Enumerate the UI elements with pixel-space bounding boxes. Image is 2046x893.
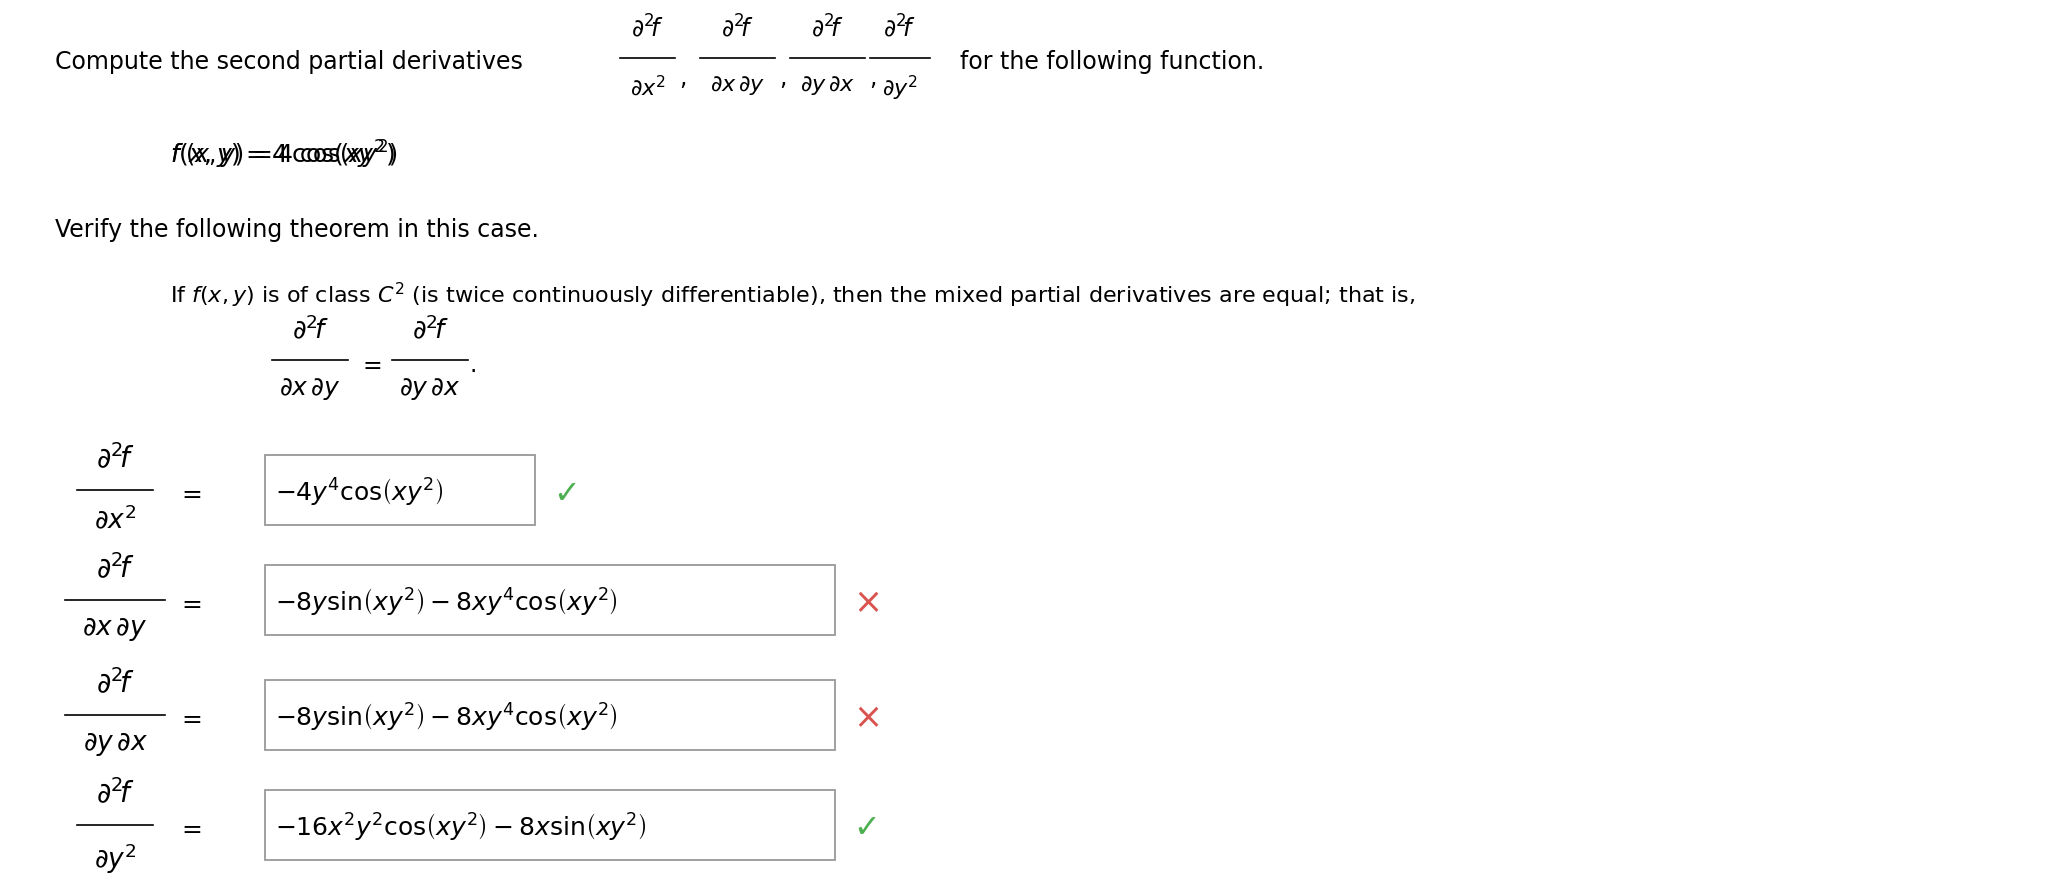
Text: $f(x, y) = 4\,\cos(xy^2)$: $f(x, y) = 4\,\cos(xy^2)$ <box>170 139 395 171</box>
Text: $\times$: $\times$ <box>853 585 880 619</box>
Text: $\partial y^2$: $\partial y^2$ <box>882 74 919 104</box>
Text: $=$: $=$ <box>178 591 203 615</box>
Text: $\partial^2\!f$: $\partial^2\!f$ <box>884 15 917 42</box>
Text: $\partial y\,\partial x$: $\partial y\,\partial x$ <box>399 376 460 402</box>
FancyBboxPatch shape <box>266 680 835 750</box>
Text: $\partial x^2$: $\partial x^2$ <box>630 74 665 99</box>
Text: Compute the second partial derivatives: Compute the second partial derivatives <box>55 50 524 74</box>
Text: $\partial^2\!f$: $\partial^2\!f$ <box>96 444 135 474</box>
Text: $\partial^2\!f$: $\partial^2\!f$ <box>630 15 665 42</box>
Text: $\partial x^2$: $\partial x^2$ <box>94 506 137 535</box>
Text: $=$: $=$ <box>358 352 383 376</box>
Text: $\partial^2\!f$: $\partial^2\!f$ <box>96 779 135 809</box>
Text: $f$: $f$ <box>170 143 184 167</box>
Text: $\partial y\,\partial x$: $\partial y\,\partial x$ <box>82 731 147 758</box>
Text: $\partial x\,\partial y$: $\partial x\,\partial y$ <box>710 74 765 97</box>
Text: If $f(x, y)$ is of class $C^2$ (is twice continuously differentiable), then the : If $f(x, y)$ is of class $C^2$ (is twice… <box>170 280 1416 310</box>
Text: $\partial^2\!f$: $\partial^2\!f$ <box>810 15 845 42</box>
Text: ,: , <box>870 66 876 90</box>
Text: $(x, y)$: $(x, y)$ <box>184 141 243 169</box>
Text: $\checkmark$: $\checkmark$ <box>853 812 876 842</box>
Text: $\partial^2\!f$: $\partial^2\!f$ <box>720 15 755 42</box>
Text: ,: , <box>780 66 786 90</box>
Text: $-4y^4\cos\!\left(xy^2\right)$: $-4y^4\cos\!\left(xy^2\right)$ <box>274 477 444 509</box>
Text: ,: , <box>679 66 685 90</box>
Text: $=$: $=$ <box>178 481 203 505</box>
Text: $= 4\ \cos(xy^2)$: $= 4\ \cos(xy^2)$ <box>248 139 399 171</box>
Text: $\partial x\,\partial y$: $\partial x\,\partial y$ <box>278 376 342 402</box>
Text: $=$: $=$ <box>178 706 203 730</box>
Text: $-16x^2y^2\cos\!\left(xy^2\right) - 8x\sin\!\left(xy^2\right)$: $-16x^2y^2\cos\!\left(xy^2\right) - 8x\s… <box>274 812 647 844</box>
Text: $\partial x\,\partial y$: $\partial x\,\partial y$ <box>82 616 147 643</box>
Text: $\partial y\,\partial x$: $\partial y\,\partial x$ <box>800 74 855 97</box>
Text: .: . <box>471 353 477 377</box>
Text: $-8y\sin\!\left(xy^2\right) - 8xy^4\cos\!\left(xy^2\right)$: $-8y\sin\!\left(xy^2\right) - 8xy^4\cos\… <box>274 702 618 734</box>
Text: for the following function.: for the following function. <box>960 50 1264 74</box>
Text: $\partial^2\!f$: $\partial^2\!f$ <box>411 315 448 344</box>
Text: Verify the following theorem in this case.: Verify the following theorem in this cas… <box>55 218 538 242</box>
Text: $\times$: $\times$ <box>853 700 880 734</box>
Text: $\partial y^2$: $\partial y^2$ <box>94 841 137 875</box>
Text: $\partial^2\!f$: $\partial^2\!f$ <box>96 669 135 699</box>
Text: $\partial^2\!f$: $\partial^2\!f$ <box>96 554 135 584</box>
FancyBboxPatch shape <box>266 455 534 525</box>
Text: $-8y\sin\!\left(xy^2\right) - 8xy^4\cos\!\left(xy^2\right)$: $-8y\sin\!\left(xy^2\right) - 8xy^4\cos\… <box>274 587 618 619</box>
Text: $\checkmark$: $\checkmark$ <box>552 477 577 507</box>
FancyBboxPatch shape <box>266 790 835 860</box>
Text: $=$: $=$ <box>178 816 203 840</box>
FancyBboxPatch shape <box>266 565 835 635</box>
Text: $\partial^2\!f$: $\partial^2\!f$ <box>293 315 327 344</box>
